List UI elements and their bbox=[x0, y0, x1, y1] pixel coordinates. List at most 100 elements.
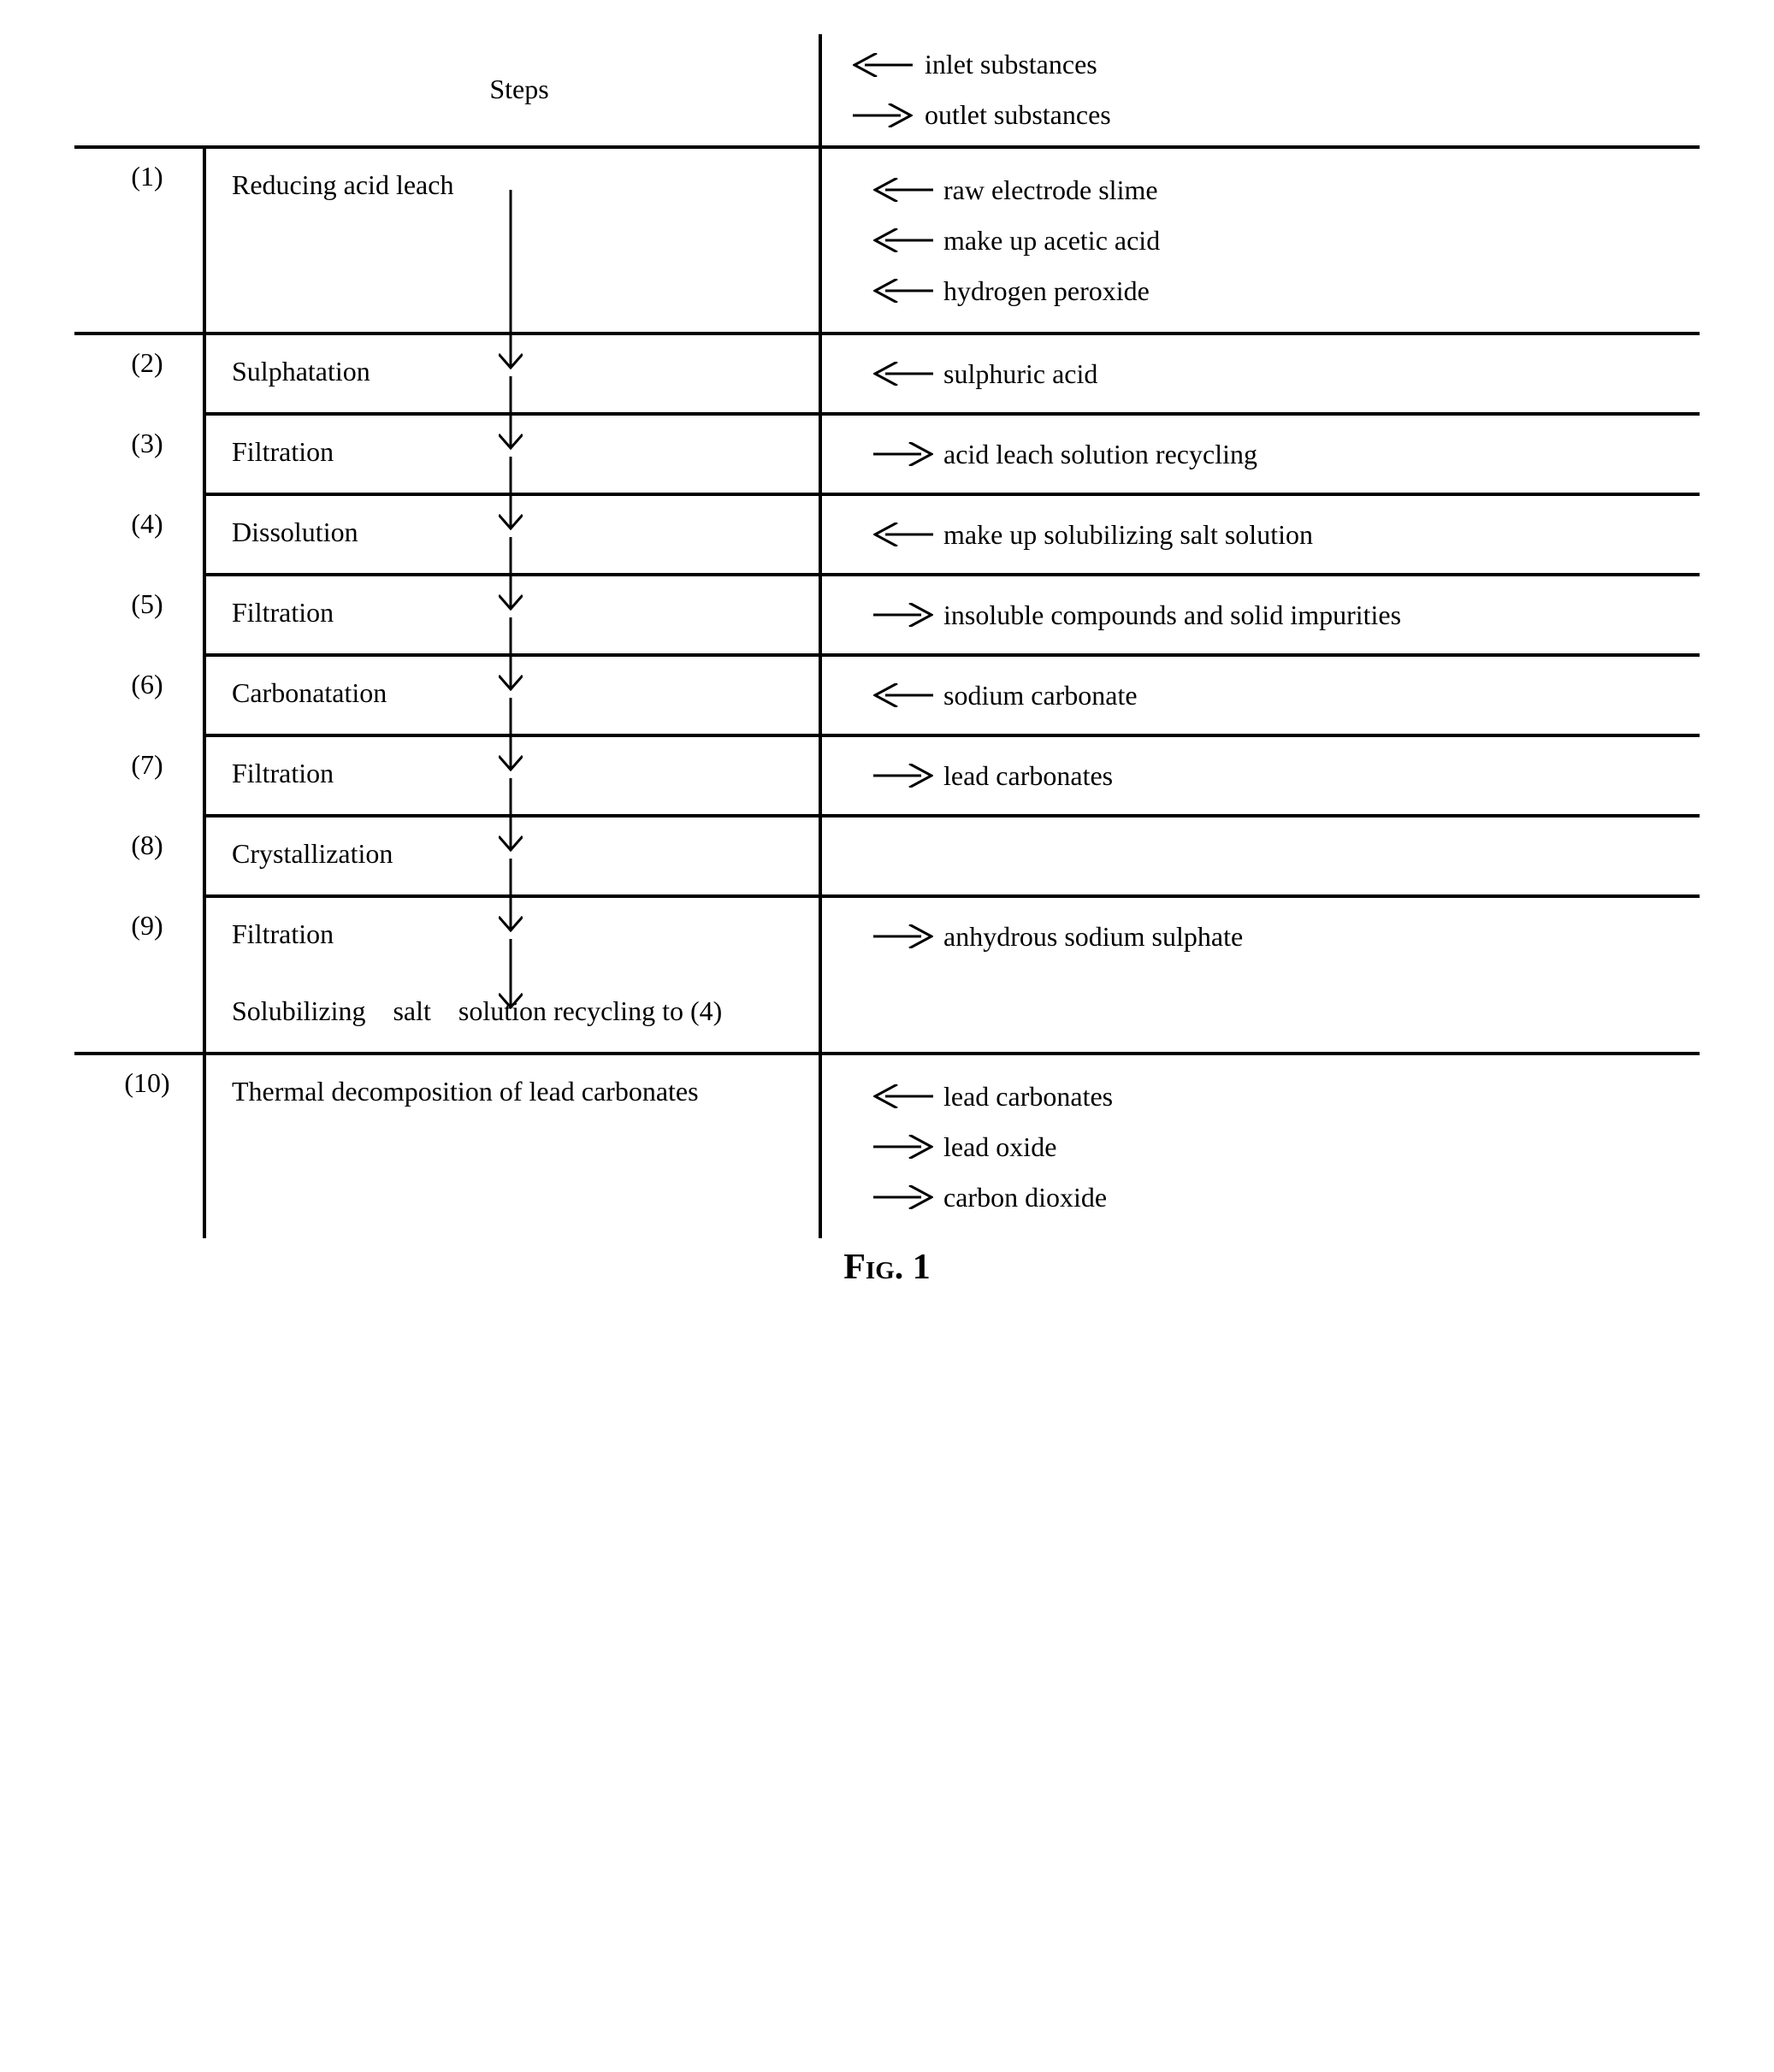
substance-in: sodium carbonate bbox=[873, 680, 1700, 711]
step-number-text: (6) bbox=[131, 669, 163, 700]
step-number: (7) bbox=[74, 737, 211, 814]
figure-caption: Fig. 1 bbox=[34, 1247, 1740, 1288]
step-name-cell: Dissolution bbox=[211, 496, 848, 573]
step-name: Dissolution bbox=[232, 508, 848, 558]
step-number: (3) bbox=[74, 416, 211, 493]
step-row: (2) Sulphatation sulphuric acid bbox=[74, 335, 1700, 412]
step-number-text: (2) bbox=[131, 347, 163, 379]
process-diagram: Steps inlet substances outlet substances… bbox=[74, 34, 1700, 1238]
step-number-text: (8) bbox=[131, 829, 163, 861]
substance-in: make up acetic acid bbox=[873, 225, 1700, 257]
substance-label: sodium carbonate bbox=[943, 680, 1138, 711]
substance-label: raw electrode slime bbox=[943, 174, 1158, 206]
step-name-cell: Filtration bbox=[211, 576, 848, 653]
step-number: (2) bbox=[74, 335, 211, 412]
substance-label: anhydrous sodium sulphate bbox=[943, 921, 1243, 953]
step-number-text: (9) bbox=[131, 910, 163, 942]
substance-label: make up solubilizing salt solution bbox=[943, 519, 1313, 551]
substance-out: carbon dioxide bbox=[873, 1182, 1700, 1213]
step-name: Filtration bbox=[232, 588, 848, 638]
step-name-cell: Filtration bbox=[211, 416, 848, 493]
step-number-text: (3) bbox=[131, 428, 163, 459]
step-number-text: (10) bbox=[124, 1067, 169, 1099]
step-row: (5) Filtration insoluble compounds and s… bbox=[74, 576, 1700, 653]
step-number bbox=[74, 975, 211, 1052]
substances-cell bbox=[848, 818, 1700, 894]
substance-in: make up solubilizing salt solution bbox=[873, 519, 1700, 551]
step-row: (7) Filtration lead carbonates bbox=[74, 737, 1700, 814]
step-number: (4) bbox=[74, 496, 211, 573]
step-name: Solubilizing salt solution recycling to … bbox=[232, 987, 848, 1036]
legend-inlet-label: inlet substances bbox=[925, 49, 1097, 80]
substance-label: hydrogen peroxide bbox=[943, 275, 1150, 307]
substances-cell: lead carbonates bbox=[848, 737, 1700, 814]
substances-cell: make up solubilizing salt solution bbox=[848, 496, 1700, 573]
substances-cell: lead carbonates lead oxide carbon dioxid… bbox=[848, 1055, 1700, 1238]
step-row: (4) Dissolution make up solubilizing sal… bbox=[74, 496, 1700, 573]
step-name-cell: Filtration bbox=[211, 898, 848, 975]
legend-inlet: inlet substances bbox=[853, 49, 1700, 80]
step-row: (9) Filtration anhydrous sodium sulphate bbox=[74, 898, 1700, 975]
step-name-cell: Solubilizing salt solution recycling to … bbox=[211, 975, 848, 1052]
step-name: Sulphatation bbox=[232, 347, 848, 397]
substance-out: insoluble compounds and solid impurities bbox=[873, 599, 1700, 631]
substance-label: insoluble compounds and solid impurities bbox=[943, 599, 1401, 631]
step-row: (1) Reducing acid leach raw electrode sl… bbox=[74, 149, 1700, 332]
substance-in: lead carbonates bbox=[873, 1081, 1700, 1113]
substances-cell: anhydrous sodium sulphate bbox=[848, 898, 1700, 975]
step-name-cell: Reducing acid leach bbox=[211, 149, 848, 332]
step-number: (9) bbox=[74, 898, 211, 975]
step-number: (5) bbox=[74, 576, 211, 653]
substance-label: sulphuric acid bbox=[943, 358, 1097, 390]
substance-out: acid leach solution recycling bbox=[873, 439, 1700, 470]
substance-in: raw electrode slime bbox=[873, 174, 1700, 206]
step-number-text: (4) bbox=[131, 508, 163, 540]
step-number: (6) bbox=[74, 657, 211, 734]
step-name-cell: Crystallization bbox=[211, 818, 848, 894]
substance-in: hydrogen peroxide bbox=[873, 275, 1700, 307]
substance-label: acid leach solution recycling bbox=[943, 439, 1257, 470]
step-name: Thermal decomposition of lead carbonates bbox=[232, 1067, 848, 1117]
substance-label: make up acetic acid bbox=[943, 225, 1160, 257]
step-name-cell: Filtration bbox=[211, 737, 848, 814]
step-row: (10) Thermal decomposition of lead carbo… bbox=[74, 1055, 1700, 1238]
substance-out: lead carbonates bbox=[873, 760, 1700, 792]
header-legend: inlet substances outlet substances bbox=[827, 34, 1700, 145]
step-row: (8) Crystallization bbox=[74, 818, 1700, 894]
left-vline bbox=[203, 145, 206, 1238]
header-steps-label: Steps bbox=[489, 65, 548, 115]
substances-cell: sodium carbonate bbox=[848, 657, 1700, 734]
substance-out: lead oxide bbox=[873, 1131, 1700, 1163]
step-row: (6) Carbonatation sodium carbonate bbox=[74, 657, 1700, 734]
substances-cell: sulphuric acid bbox=[848, 335, 1700, 412]
step-number: (8) bbox=[74, 818, 211, 894]
substance-label: lead carbonates bbox=[943, 760, 1113, 792]
legend-outlet-label: outlet substances bbox=[925, 99, 1111, 131]
step-name: Filtration bbox=[232, 428, 848, 477]
legend-outlet: outlet substances bbox=[853, 99, 1700, 131]
step-name: Reducing acid leach bbox=[232, 161, 848, 210]
step-name-cell: Sulphatation bbox=[211, 335, 848, 412]
substances-cell: acid leach solution recycling bbox=[848, 416, 1700, 493]
step-number-text: (7) bbox=[131, 749, 163, 781]
center-vline bbox=[819, 34, 822, 1238]
step-number: (10) bbox=[74, 1055, 211, 1238]
step-name: Filtration bbox=[232, 910, 848, 959]
substances-cell: raw electrode slime make up acetic acid … bbox=[848, 149, 1700, 332]
step-row: (3) Filtration acid leach solution recyc… bbox=[74, 416, 1700, 493]
substance-out: anhydrous sodium sulphate bbox=[873, 921, 1700, 953]
substance-label: carbon dioxide bbox=[943, 1182, 1107, 1213]
step-name: Filtration bbox=[232, 749, 848, 799]
step-name-cell: Carbonatation bbox=[211, 657, 848, 734]
step-name-cell: Thermal decomposition of lead carbonates bbox=[211, 1055, 848, 1238]
substance-label: lead carbonates bbox=[943, 1081, 1113, 1113]
step-row: Solubilizing salt solution recycling to … bbox=[74, 975, 1700, 1052]
substance-in: sulphuric acid bbox=[873, 358, 1700, 390]
substance-label: lead oxide bbox=[943, 1131, 1056, 1163]
step-number: (1) bbox=[74, 149, 211, 332]
step-name: Carbonatation bbox=[232, 669, 848, 718]
header-row: Steps inlet substances outlet substances bbox=[74, 34, 1700, 145]
header-blank bbox=[74, 34, 211, 145]
substances-cell: insoluble compounds and solid impurities bbox=[848, 576, 1700, 653]
step-number-text: (5) bbox=[131, 588, 163, 620]
